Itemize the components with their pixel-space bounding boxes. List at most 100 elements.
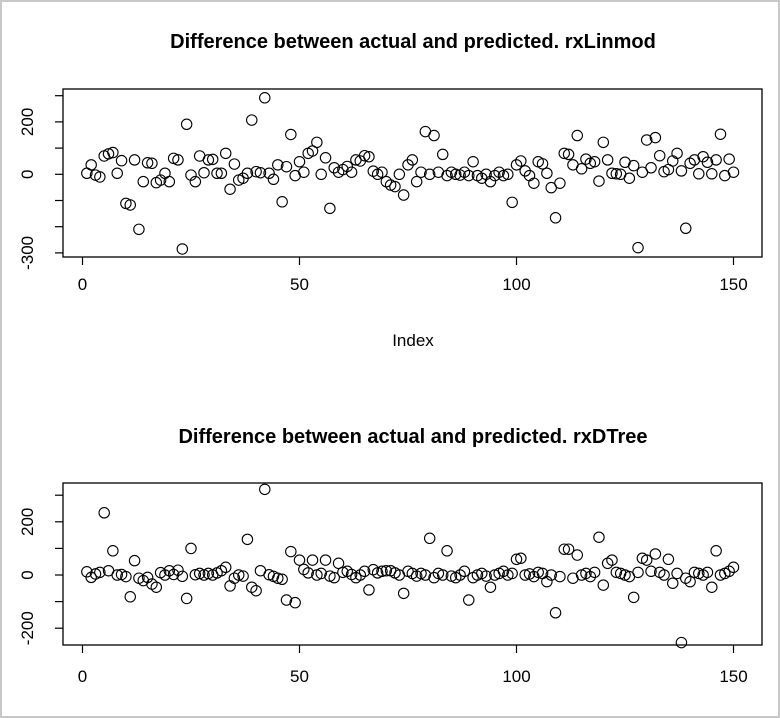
data-point <box>480 570 492 582</box>
data-point <box>588 566 601 579</box>
x-tick-label: 150 <box>719 667 747 686</box>
data-point <box>276 573 288 586</box>
data-point <box>562 148 575 161</box>
data-point <box>280 160 293 173</box>
data-point <box>467 155 479 168</box>
data-point <box>423 532 436 545</box>
data-point <box>250 584 262 597</box>
data-point <box>693 168 705 180</box>
data-point <box>714 128 727 140</box>
data-point <box>189 175 202 188</box>
data-point <box>458 565 471 578</box>
data-point <box>94 566 106 579</box>
data-point <box>211 167 223 180</box>
data-point <box>285 545 297 558</box>
data-point <box>241 167 254 180</box>
data-point <box>675 165 688 177</box>
data-point <box>137 175 150 188</box>
data-point <box>541 575 553 588</box>
x-tick-label: 50 <box>290 275 309 294</box>
data-point <box>180 118 193 131</box>
data-point <box>710 545 722 557</box>
data-point <box>463 594 475 606</box>
data-point <box>428 571 440 584</box>
data-point <box>571 129 584 142</box>
data-point <box>228 158 241 170</box>
data-point <box>610 566 623 579</box>
data-point <box>393 168 406 181</box>
data-point <box>124 591 136 603</box>
data-point <box>358 565 371 578</box>
data-point <box>554 570 566 583</box>
data-point <box>376 166 388 178</box>
data-point <box>558 543 570 555</box>
data-point <box>484 581 497 593</box>
data-point <box>684 575 696 588</box>
data-point <box>536 158 549 170</box>
data-point <box>671 567 683 580</box>
data-point <box>254 166 267 179</box>
plot-box <box>62 88 763 258</box>
data-point <box>588 155 601 168</box>
data-point <box>146 157 158 170</box>
data-point <box>558 147 570 160</box>
data-point <box>510 159 523 171</box>
data-point <box>666 577 679 589</box>
data-point <box>632 241 644 254</box>
data-point <box>449 168 462 181</box>
data-point <box>102 148 115 160</box>
data-point <box>363 150 375 163</box>
x-axis-label-index: Index <box>392 331 434 350</box>
data-point <box>128 554 141 567</box>
data-point <box>706 168 718 180</box>
plot-box <box>62 482 763 646</box>
x-tick-label: 150 <box>719 275 747 294</box>
data-point <box>706 581 718 593</box>
y-tick-label: 0 <box>18 170 37 179</box>
data-point <box>237 570 249 582</box>
data-point <box>128 154 141 166</box>
data-point <box>345 166 358 178</box>
data-point <box>497 565 510 578</box>
data-point <box>710 154 722 166</box>
data-point <box>584 570 597 583</box>
data-point <box>606 554 618 566</box>
data-point <box>176 243 189 255</box>
data-point <box>593 531 605 543</box>
data-point <box>640 554 653 566</box>
data-point <box>250 165 262 178</box>
data-point <box>545 569 557 581</box>
data-point <box>675 636 688 649</box>
data-point <box>436 569 449 581</box>
data-point <box>328 162 340 174</box>
data-point <box>436 148 449 161</box>
data-point <box>406 154 419 166</box>
data-point <box>159 569 171 581</box>
data-point <box>623 172 636 184</box>
x-tick-label: 50 <box>290 667 309 686</box>
data-point <box>267 173 280 186</box>
data-point <box>154 174 167 186</box>
data-point <box>649 548 662 560</box>
data-point <box>640 134 653 146</box>
data-point <box>85 159 97 171</box>
data-point <box>280 594 293 606</box>
data-point <box>107 146 119 159</box>
data-point <box>510 553 523 566</box>
data-point <box>502 168 514 181</box>
data-point <box>324 202 336 215</box>
data-point <box>593 175 605 187</box>
data-point <box>415 166 427 178</box>
data-point <box>315 567 327 580</box>
data-point <box>597 579 610 591</box>
data-point <box>723 565 735 578</box>
data-point <box>454 569 466 581</box>
x-tick-label: 0 <box>78 275 87 294</box>
data-point <box>246 114 258 126</box>
data-point <box>328 571 340 584</box>
data-point <box>597 136 610 149</box>
data-point <box>645 565 657 578</box>
y-tick-label: 200 <box>18 108 37 136</box>
data-point <box>293 155 306 168</box>
